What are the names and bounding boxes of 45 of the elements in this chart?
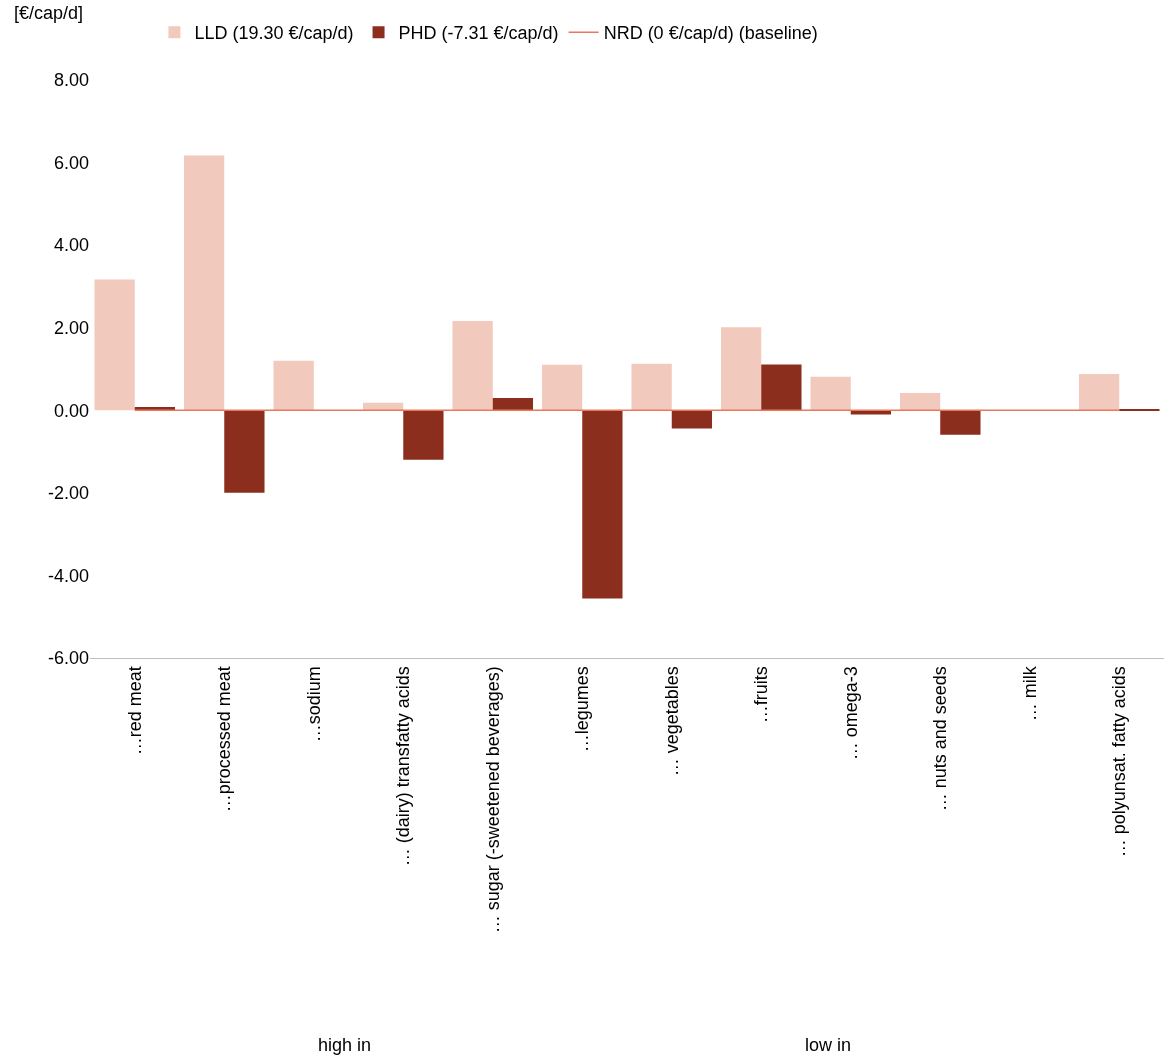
- bar: [940, 410, 981, 435]
- legend-label: PHD (-7.31 €/cap/d): [398, 23, 559, 44]
- bar: [810, 376, 851, 411]
- bar: [273, 360, 314, 411]
- bar: [1078, 373, 1120, 411]
- text: low in: [805, 1035, 852, 1055]
- bar: [403, 410, 444, 460]
- x-tick-label: …sodium: [303, 666, 324, 743]
- x-tick-label: … nuts and seeds: [930, 666, 951, 812]
- bar: [720, 327, 762, 411]
- bar: [899, 392, 941, 411]
- bar: [541, 364, 583, 411]
- x-tick-label: … omega-3: [840, 666, 861, 761]
- bar: [134, 406, 176, 411]
- y-tick-label: 4.00: [53, 235, 89, 256]
- bar: [224, 410, 265, 493]
- x-tick-label: …red meat: [124, 666, 145, 756]
- x-tick-label: … polyunsat. fatty acids: [1109, 666, 1130, 858]
- bar: [492, 397, 534, 411]
- bar: [183, 155, 225, 411]
- legend-label: LLD (19.30 €/cap/d): [194, 23, 354, 44]
- bar: [452, 321, 493, 411]
- x-tick-label: … milk: [1019, 665, 1040, 722]
- y-tick-label: 2.00: [53, 318, 89, 339]
- x-tick-label: …processed meat: [214, 666, 235, 813]
- bar: [671, 410, 713, 429]
- y-tick-label: -6.00: [47, 648, 89, 669]
- legend-label: NRD (0 €/cap/d) (baseline): [603, 23, 818, 44]
- y-tick-label: 0.00: [53, 400, 89, 421]
- y-tick-label: 6.00: [53, 152, 89, 173]
- bar: [94, 279, 135, 411]
- y-tick-label: -4.00: [47, 565, 89, 586]
- bar: [362, 402, 404, 411]
- y-tick-label: 8.00: [53, 70, 89, 91]
- x-tick-label: …fruits: [751, 666, 772, 724]
- x-tick-label: … vegetables: [661, 666, 682, 777]
- x-tick-label: … sugar (-sweetened beverages): [482, 666, 503, 934]
- y-axis-title: [€/cap/d]: [14, 3, 84, 23]
- x-tick-label: …legumes: [572, 666, 593, 753]
- x-tick-label: … (dairy) transfatty acids: [393, 666, 414, 867]
- bar: [631, 363, 672, 411]
- text: high in: [318, 1035, 372, 1055]
- y-tick-label: -2.00: [47, 483, 89, 504]
- bar: [761, 364, 802, 411]
- bar: [582, 410, 623, 599]
